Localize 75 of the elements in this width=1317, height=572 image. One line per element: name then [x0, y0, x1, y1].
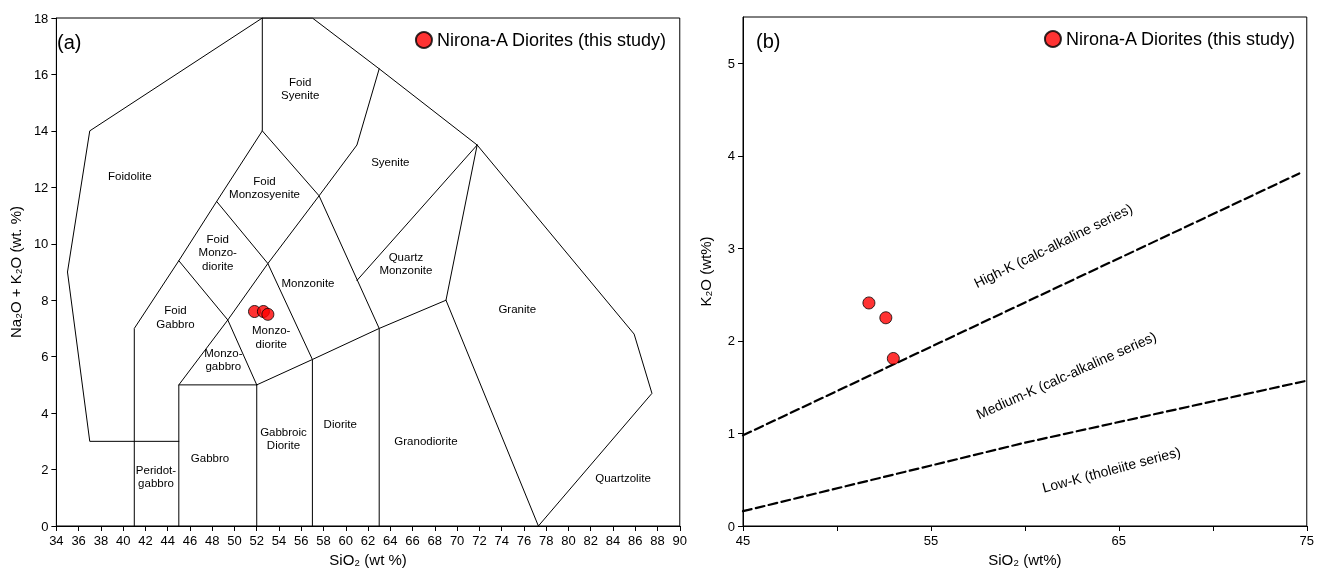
annotation: Diorite	[323, 418, 357, 431]
y-tick-label: 4	[41, 405, 49, 421]
x-tick-label: 76	[516, 533, 532, 548]
annotation: Gabbroic Diorite	[260, 425, 308, 452]
y-tick-label: 4	[727, 148, 735, 164]
x-tick-label: 56	[294, 533, 309, 548]
x-tick-label: 72	[472, 533, 487, 548]
y-axis-title: Na₂O + K₂O (wt. %)	[7, 205, 24, 339]
x-tick-label: 58	[316, 533, 331, 548]
annotation: Quartzolite	[595, 472, 651, 485]
y-tick-label: 18	[33, 10, 49, 26]
annotation: Foidolite	[108, 170, 152, 183]
x-tick-label: 36	[71, 533, 86, 548]
y-axis-title: K₂O (wt%)	[697, 236, 714, 307]
x-tick-label: 34	[49, 533, 64, 548]
x-tick-label: 90	[672, 533, 687, 548]
annotation: Gabbro	[190, 452, 230, 465]
y-tick-label: 1	[727, 425, 735, 441]
annotation: Foid Gabbro	[156, 304, 195, 330]
x-axis-title: SiO₂ (wt%)	[988, 551, 1062, 568]
x-tick-label: 38	[93, 533, 109, 548]
x-tick-label: 55	[923, 533, 939, 548]
y-tick-label: 5	[727, 55, 735, 71]
y-tick-label: 2	[41, 462, 49, 478]
annotation: Granite	[498, 302, 537, 315]
legend-label: Nirona-A Diorites (this study)	[1065, 29, 1296, 49]
annotation: Monzo- diorite	[252, 324, 291, 350]
annotation: Monzonite	[281, 277, 335, 290]
annotation: Syenite	[371, 155, 410, 168]
x-tick-label: 68	[427, 533, 443, 548]
x-tick-label: 64	[383, 533, 398, 548]
x-tick-label: 66	[405, 533, 420, 548]
y-tick-label: 8	[41, 292, 49, 308]
y-tick-label: 16	[33, 66, 49, 82]
legend-label: Nirona-A Diorites (this study)	[436, 30, 667, 50]
annotation: Foid Monzosyenite	[229, 174, 301, 201]
x-tick-label: 70	[449, 533, 465, 548]
x-tick-label: 78	[538, 533, 554, 548]
x-tick-label: 82	[583, 533, 598, 548]
x-tick-label: 44	[160, 533, 175, 548]
y-tick-label: 0	[41, 518, 49, 534]
x-tick-label: 52	[249, 533, 264, 548]
y-tick-label: 10	[33, 236, 49, 252]
x-axis-title: SiO₂ (wt %)	[329, 551, 407, 568]
annotation: Foid Monzo- diorite	[198, 232, 238, 272]
y-tick-label: 6	[41, 349, 49, 365]
y-tick-label: 2	[727, 333, 735, 349]
annotation: Quartz Monzonite	[379, 250, 433, 277]
annotation: Peridot- gabbro	[135, 463, 177, 490]
annotation: Low-K (tholeiite series)	[1040, 443, 1183, 496]
annotation: Granodiorite	[394, 435, 458, 448]
x-tick-label: 74	[494, 533, 509, 548]
annotation: (b)	[756, 30, 781, 52]
y-tick-label: 14	[33, 123, 49, 139]
x-tick-label: 60	[338, 533, 354, 548]
y-tick-label: 0	[727, 518, 735, 534]
x-tick-label: 88	[650, 533, 665, 548]
x-tick-label: 42	[138, 533, 153, 548]
x-tick-label: 54	[271, 533, 287, 548]
annotation: Foid Syenite	[280, 75, 320, 102]
x-tick-label: 86	[628, 533, 643, 548]
annotation: (a)	[57, 31, 82, 53]
x-tick-label: 40	[115, 533, 131, 548]
y-tick-label: 12	[33, 179, 49, 195]
x-tick-label: 45	[735, 533, 751, 548]
x-tick-label: 48	[204, 533, 220, 548]
x-tick-label: 80	[561, 533, 576, 548]
x-tick-label: 75	[1299, 533, 1314, 548]
x-tick-label: 46	[182, 533, 198, 548]
x-tick-label: 84	[605, 533, 621, 548]
y-tick-label: 3	[727, 240, 735, 256]
x-tick-label: 62	[360, 533, 376, 548]
annotation: Monzo- gabbro	[204, 346, 243, 373]
x-tick-label: 50	[227, 533, 242, 548]
x-tick-label: 65	[1111, 533, 1127, 548]
